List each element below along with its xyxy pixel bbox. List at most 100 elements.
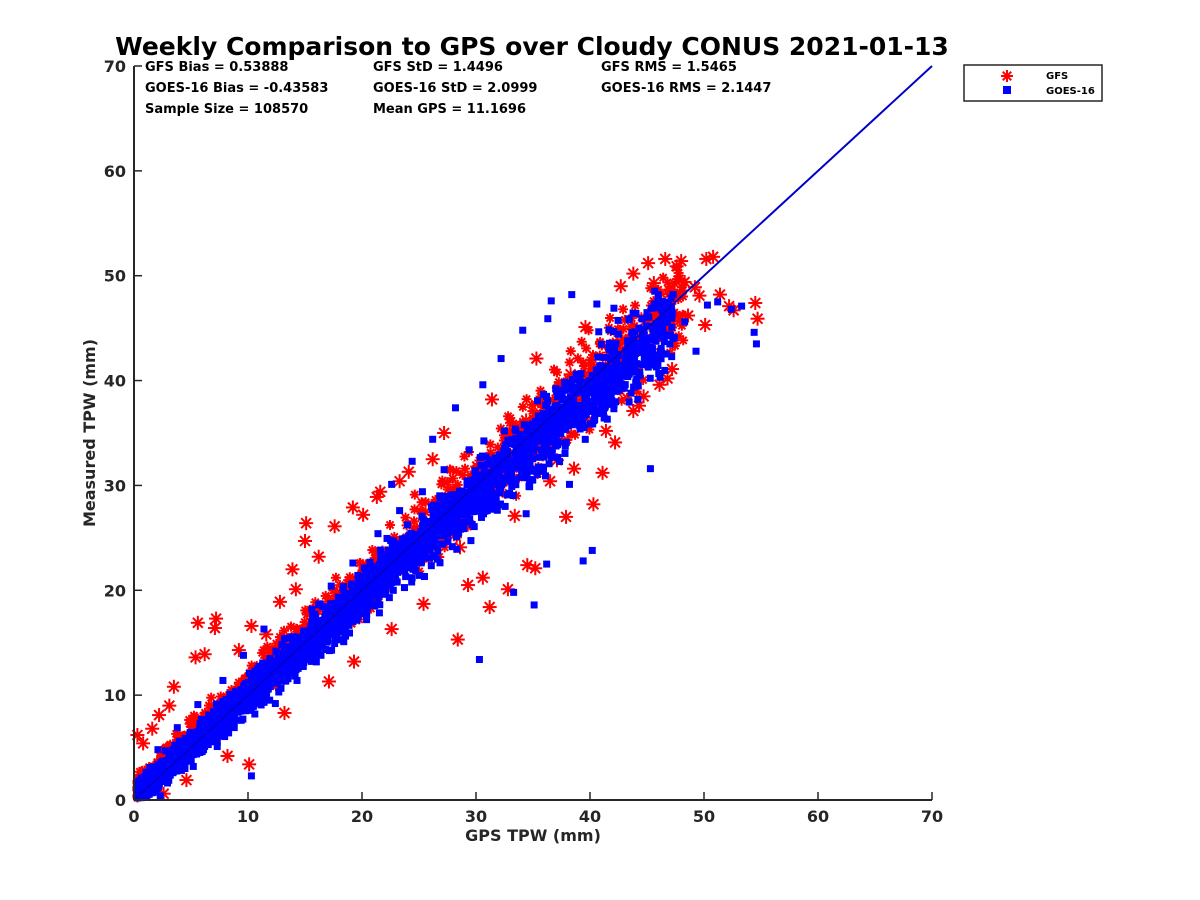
goes16-point	[496, 489, 504, 497]
goes16-point	[480, 437, 488, 445]
gfs-point	[188, 710, 199, 721]
goes16-point	[666, 331, 674, 339]
goes16-point	[363, 604, 371, 612]
goes16-point	[641, 354, 649, 362]
goes16-point	[219, 676, 227, 684]
goes16-point	[655, 370, 663, 378]
gfs-point	[678, 335, 689, 346]
goes16-point	[411, 544, 419, 552]
gfs-point	[330, 572, 341, 583]
goes16-point	[493, 506, 501, 514]
goes16-point	[308, 605, 316, 613]
chart-title: Weekly Comparison to GPS over Cloudy CON…	[115, 32, 949, 61]
goes16-point	[636, 368, 644, 376]
goes16-point	[354, 601, 362, 609]
goes16-point	[447, 491, 455, 499]
goes16-point	[654, 302, 662, 310]
goes16-point	[623, 366, 631, 374]
goes16-point	[455, 504, 463, 512]
goes16-point	[618, 361, 626, 369]
goes16-point	[497, 484, 505, 492]
goes16-point	[312, 631, 320, 639]
goes16-point	[622, 362, 630, 370]
gfs-point	[482, 600, 497, 615]
goes16-point	[418, 512, 426, 520]
goes16-point	[550, 407, 558, 415]
goes16-point	[492, 497, 500, 505]
goes16-point	[371, 602, 379, 610]
goes16-point	[567, 379, 575, 387]
goes16-point	[622, 347, 630, 355]
goes16-point	[431, 553, 439, 561]
goes16-point	[144, 777, 152, 785]
gfs-point	[285, 562, 300, 577]
goes16-point	[603, 415, 611, 423]
goes16-point	[327, 619, 335, 627]
goes16-point	[469, 476, 477, 484]
goes16-point	[402, 573, 410, 581]
goes16-point	[440, 466, 448, 474]
goes16-point	[621, 372, 629, 380]
goes16-point	[483, 507, 491, 515]
goes16-point	[605, 326, 613, 334]
goes16-point	[620, 384, 628, 392]
goes16-point	[522, 510, 530, 518]
goes16-point	[289, 658, 297, 666]
goes16-point	[249, 681, 257, 689]
goes16-point	[310, 646, 318, 654]
goes16-point	[523, 474, 531, 482]
gfs-point	[409, 489, 420, 500]
goes16-point	[347, 598, 355, 606]
goes16-point	[548, 431, 556, 439]
goes16-point	[632, 379, 640, 387]
goes16-point	[625, 398, 633, 406]
gfs-point	[576, 336, 587, 347]
goes16-point	[636, 372, 644, 380]
goes16-point	[378, 558, 386, 566]
goes16-point	[426, 554, 434, 562]
y-axis-label: Measured TPW (mm)	[80, 339, 99, 527]
goes16-point	[533, 397, 541, 405]
goes16-point	[194, 701, 202, 709]
goes16-point	[554, 453, 562, 461]
goes16-point	[615, 369, 623, 377]
goes16-point	[278, 640, 286, 648]
goes16-point	[501, 464, 509, 472]
goes16-point	[587, 398, 595, 406]
gfs-point	[581, 343, 592, 354]
goes16-point	[291, 672, 299, 680]
goes16-point	[212, 700, 220, 708]
gfs-point	[748, 295, 763, 310]
goes16-point	[632, 339, 640, 347]
goes16-point	[257, 670, 265, 678]
goes16-point	[554, 393, 562, 401]
goes16-point	[257, 690, 265, 698]
goes16-point	[727, 305, 735, 313]
goes16-point	[406, 531, 414, 539]
gfs-point	[277, 705, 292, 720]
goes16-point	[251, 710, 259, 718]
goes16-point	[541, 442, 549, 450]
goes16-point	[492, 493, 500, 501]
goes16-point	[478, 503, 486, 511]
goes16-point	[440, 499, 448, 507]
goes16-point	[231, 708, 239, 716]
goes16-point	[181, 736, 189, 744]
goes16-point	[428, 505, 436, 513]
goes16-point	[454, 517, 462, 525]
goes16-point	[253, 669, 261, 677]
goes16-point	[463, 481, 471, 489]
gfs-point	[190, 615, 205, 630]
goes16-point	[596, 406, 604, 414]
gfs-point	[527, 406, 538, 417]
goes16-point	[321, 637, 329, 645]
goes16-point	[650, 300, 658, 308]
goes16-point	[369, 562, 377, 570]
goes16-point	[197, 716, 205, 724]
goes16-point	[498, 480, 506, 488]
goes16-point	[189, 735, 197, 743]
goes16-point	[681, 318, 689, 326]
goes16-point	[560, 386, 568, 394]
goes16-point	[178, 748, 186, 756]
gfs-point	[565, 346, 576, 357]
